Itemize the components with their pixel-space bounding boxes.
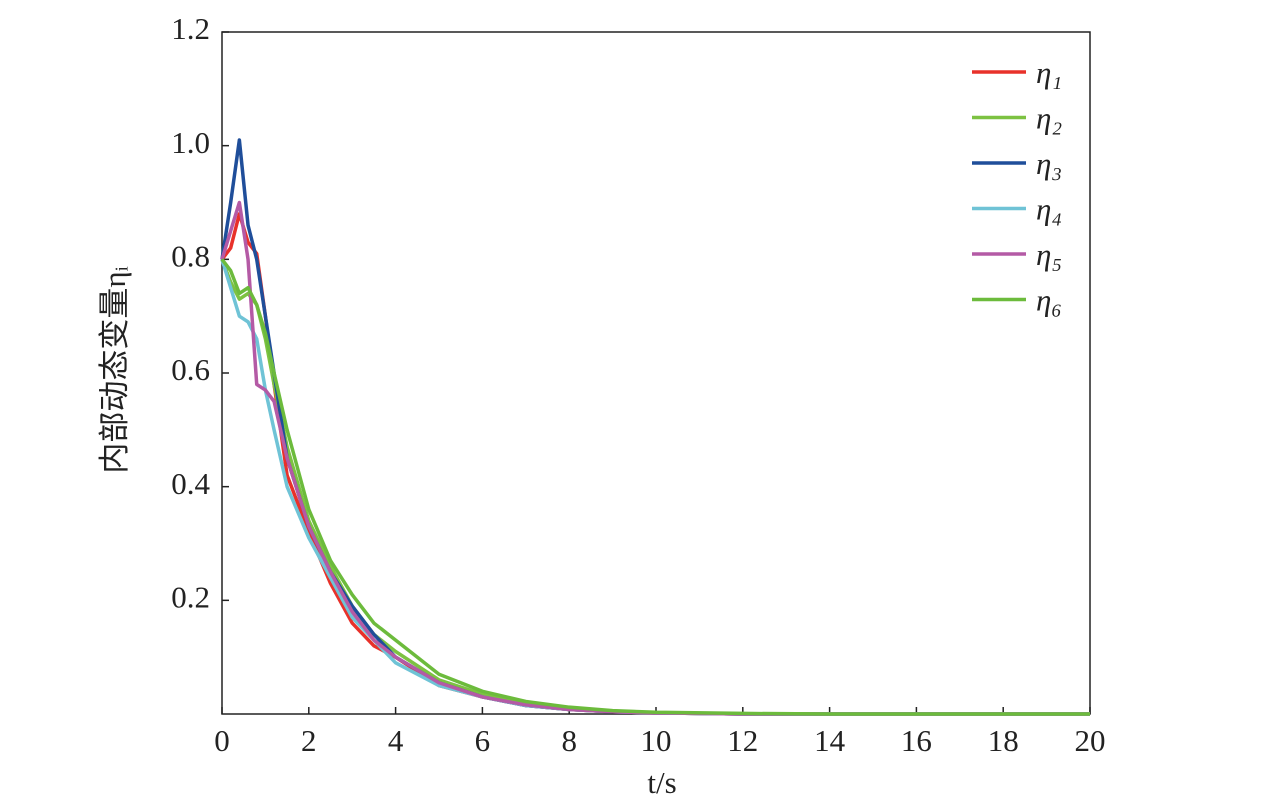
y-tick-label: 0.2 bbox=[171, 579, 210, 614]
series-line bbox=[220, 258, 1090, 716]
x-tick-label: 12 bbox=[727, 723, 758, 758]
legend-label: η₅ bbox=[1036, 237, 1062, 272]
legend-label: η₄ bbox=[1036, 192, 1062, 227]
series-line bbox=[220, 258, 1090, 716]
x-axis-label: t/s bbox=[647, 765, 676, 800]
x-tick-label: 14 bbox=[814, 723, 846, 758]
series-line bbox=[220, 138, 1090, 716]
x-tick-label: 10 bbox=[641, 723, 672, 758]
series-line bbox=[220, 200, 1090, 716]
legend-label: η₁ bbox=[1036, 55, 1062, 90]
x-tick-label: 20 bbox=[1075, 723, 1106, 758]
y-axis-label: 内部动态变量ηᵢ bbox=[97, 266, 132, 473]
y-tick-label: 0.4 bbox=[171, 466, 210, 501]
x-tick-label: 8 bbox=[561, 723, 577, 758]
x-tick-label: 16 bbox=[901, 723, 932, 758]
y-tick-label: 1.2 bbox=[171, 11, 210, 46]
x-tick-label: 0 bbox=[214, 723, 230, 758]
x-tick-label: 2 bbox=[301, 723, 317, 758]
y-tick-label: 0.8 bbox=[171, 238, 210, 273]
legend-label: η₆ bbox=[1036, 283, 1062, 318]
legend-label: η₃ bbox=[1036, 146, 1062, 181]
series-line bbox=[220, 212, 1090, 716]
legend-label: η₂ bbox=[1036, 101, 1062, 136]
series-line bbox=[220, 258, 1090, 716]
x-tick-label: 4 bbox=[388, 723, 404, 758]
y-tick-label: 0.6 bbox=[171, 352, 210, 387]
y-tick-label: 1.0 bbox=[171, 125, 210, 160]
x-tick-label: 6 bbox=[475, 723, 491, 758]
x-tick-label: 18 bbox=[988, 723, 1019, 758]
